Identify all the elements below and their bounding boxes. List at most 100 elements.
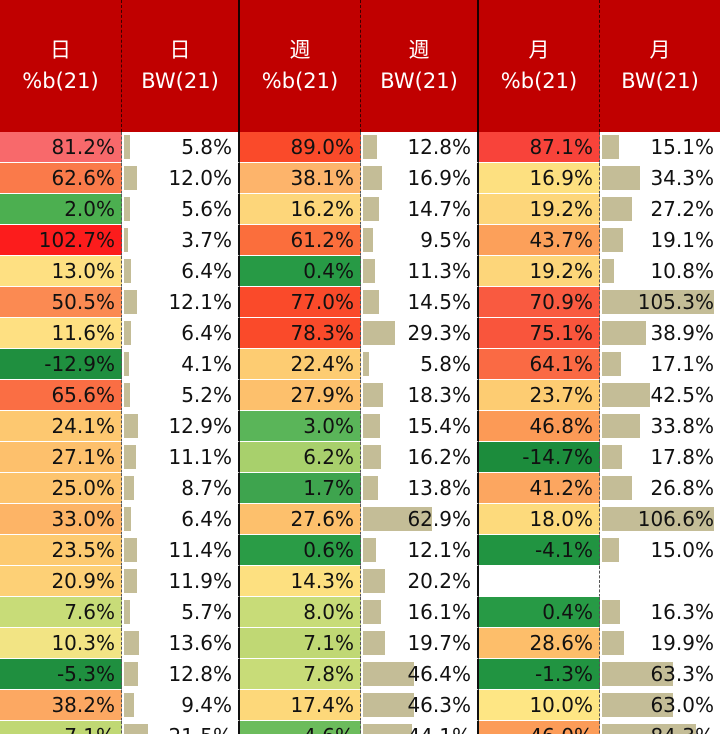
monthly-bw-cell[interactable]: 63.0% <box>600 690 720 721</box>
weekly-pctb-cell[interactable]: 8.0% <box>240 597 361 628</box>
monthly-bw-cell[interactable]: 63.3% <box>600 659 720 690</box>
daily-pctb-cell[interactable]: 102.7% <box>0 225 122 256</box>
monthly-pctb-cell[interactable]: 46.0% <box>479 721 600 734</box>
daily-bw-cell[interactable]: 12.9% <box>122 411 240 442</box>
monthly-bw-cell[interactable] <box>600 566 720 597</box>
monthly-pctb-cell[interactable]: 43.7% <box>479 225 600 256</box>
daily-pctb-cell[interactable]: 27.1% <box>0 442 122 473</box>
daily-bw-cell[interactable]: 11.4% <box>122 535 240 566</box>
monthly-pctb-cell[interactable]: 87.1% <box>479 132 600 163</box>
weekly-bw-cell[interactable]: 14.7% <box>361 194 479 225</box>
monthly-pctb-cell[interactable]: 28.6% <box>479 628 600 659</box>
weekly-bw-cell[interactable]: 16.9% <box>361 163 479 194</box>
weekly-bw-cell[interactable]: 18.3% <box>361 380 479 411</box>
weekly-pctb-cell[interactable]: 16.2% <box>240 194 361 225</box>
daily-pctb-cell[interactable]: 38.2% <box>0 690 122 721</box>
daily-pctb-cell[interactable]: 7.6% <box>0 597 122 628</box>
daily-bw-cell[interactable]: 12.0% <box>122 163 240 194</box>
weekly-pctb-cell[interactable]: 1.7% <box>240 473 361 504</box>
daily-pctb-cell[interactable]: 65.6% <box>0 380 122 411</box>
monthly-pctb-cell[interactable]: 16.9% <box>479 163 600 194</box>
header-monthly-pctb[interactable]: 月 %b(21) <box>479 0 600 132</box>
monthly-bw-cell[interactable]: 105.3% <box>600 287 720 318</box>
monthly-bw-cell[interactable]: 17.8% <box>600 442 720 473</box>
weekly-bw-cell[interactable]: 5.8% <box>361 349 479 380</box>
daily-bw-cell[interactable]: 5.8% <box>122 132 240 163</box>
monthly-pctb-cell[interactable]: 46.8% <box>479 411 600 442</box>
monthly-bw-cell[interactable]: 84.3% <box>600 721 720 734</box>
weekly-pctb-cell[interactable]: 17.4% <box>240 690 361 721</box>
monthly-bw-cell[interactable]: 15.0% <box>600 535 720 566</box>
weekly-bw-cell[interactable]: 13.8% <box>361 473 479 504</box>
header-weekly-pctb[interactable]: 週 %b(21) <box>240 0 361 132</box>
daily-pctb-cell[interactable]: 7.1% <box>0 721 122 734</box>
monthly-pctb-cell[interactable]: 19.2% <box>479 256 600 287</box>
monthly-bw-cell[interactable]: 26.8% <box>600 473 720 504</box>
monthly-bw-cell[interactable]: 38.9% <box>600 318 720 349</box>
monthly-pctb-cell[interactable]: 70.9% <box>479 287 600 318</box>
monthly-pctb-cell[interactable]: 10.0% <box>479 690 600 721</box>
monthly-bw-cell[interactable]: 106.6% <box>600 504 720 535</box>
monthly-bw-cell[interactable]: 33.8% <box>600 411 720 442</box>
weekly-bw-cell[interactable]: 14.5% <box>361 287 479 318</box>
daily-pctb-cell[interactable]: 10.3% <box>0 628 122 659</box>
daily-bw-cell[interactable]: 13.6% <box>122 628 240 659</box>
weekly-bw-cell[interactable]: 62.9% <box>361 504 479 535</box>
weekly-bw-cell[interactable]: 16.1% <box>361 597 479 628</box>
monthly-bw-cell[interactable]: 34.3% <box>600 163 720 194</box>
daily-pctb-cell[interactable]: -12.9% <box>0 349 122 380</box>
daily-bw-cell[interactable]: 21.5% <box>122 721 240 734</box>
daily-bw-cell[interactable]: 5.6% <box>122 194 240 225</box>
weekly-pctb-cell[interactable]: 4.6% <box>240 721 361 734</box>
daily-pctb-cell[interactable]: 25.0% <box>0 473 122 504</box>
monthly-pctb-cell[interactable]: -4.1% <box>479 535 600 566</box>
weekly-bw-cell[interactable]: 12.8% <box>361 132 479 163</box>
weekly-bw-cell[interactable]: 44.1% <box>361 721 479 734</box>
monthly-pctb-cell[interactable]: 64.1% <box>479 349 600 380</box>
daily-pctb-cell[interactable]: 24.1% <box>0 411 122 442</box>
daily-pctb-cell[interactable]: 13.0% <box>0 256 122 287</box>
daily-bw-cell[interactable]: 12.1% <box>122 287 240 318</box>
daily-bw-cell[interactable]: 11.1% <box>122 442 240 473</box>
weekly-bw-cell[interactable]: 46.3% <box>361 690 479 721</box>
daily-bw-cell[interactable]: 5.7% <box>122 597 240 628</box>
daily-bw-cell[interactable]: 8.7% <box>122 473 240 504</box>
weekly-pctb-cell[interactable]: 7.8% <box>240 659 361 690</box>
header-daily-bw[interactable]: 日 BW(21) <box>122 0 240 132</box>
weekly-bw-cell[interactable]: 16.2% <box>361 442 479 473</box>
daily-pctb-cell[interactable]: 2.0% <box>0 194 122 225</box>
daily-bw-cell[interactable]: 12.8% <box>122 659 240 690</box>
monthly-bw-cell[interactable]: 42.5% <box>600 380 720 411</box>
monthly-bw-cell[interactable]: 19.9% <box>600 628 720 659</box>
daily-pctb-cell[interactable]: 33.0% <box>0 504 122 535</box>
daily-bw-cell[interactable]: 5.2% <box>122 380 240 411</box>
weekly-pctb-cell[interactable]: 14.3% <box>240 566 361 597</box>
monthly-pctb-cell[interactable]: 0.4% <box>479 597 600 628</box>
weekly-pctb-cell[interactable]: 61.2% <box>240 225 361 256</box>
weekly-bw-cell[interactable]: 9.5% <box>361 225 479 256</box>
monthly-pctb-cell[interactable]: 75.1% <box>479 318 600 349</box>
weekly-pctb-cell[interactable]: 78.3% <box>240 318 361 349</box>
weekly-pctb-cell[interactable]: 27.6% <box>240 504 361 535</box>
monthly-pctb-cell[interactable]: 41.2% <box>479 473 600 504</box>
monthly-pctb-cell[interactable]: 19.2% <box>479 194 600 225</box>
monthly-bw-cell[interactable]: 16.3% <box>600 597 720 628</box>
daily-bw-cell[interactable]: 6.4% <box>122 256 240 287</box>
weekly-pctb-cell[interactable]: 38.1% <box>240 163 361 194</box>
header-daily-pctb[interactable]: 日 %b(21) <box>0 0 122 132</box>
monthly-pctb-cell[interactable]: -1.3% <box>479 659 600 690</box>
weekly-bw-cell[interactable]: 46.4% <box>361 659 479 690</box>
weekly-bw-cell[interactable]: 19.7% <box>361 628 479 659</box>
weekly-bw-cell[interactable]: 11.3% <box>361 256 479 287</box>
daily-pctb-cell[interactable]: 20.9% <box>0 566 122 597</box>
daily-pctb-cell[interactable]: 62.6% <box>0 163 122 194</box>
monthly-pctb-cell[interactable]: 18.0% <box>479 504 600 535</box>
monthly-pctb-cell[interactable]: -14.7% <box>479 442 600 473</box>
monthly-bw-cell[interactable]: 10.8% <box>600 256 720 287</box>
daily-bw-cell[interactable]: 3.7% <box>122 225 240 256</box>
daily-pctb-cell[interactable]: -5.3% <box>0 659 122 690</box>
daily-bw-cell[interactable]: 9.4% <box>122 690 240 721</box>
monthly-bw-cell[interactable]: 17.1% <box>600 349 720 380</box>
weekly-pctb-cell[interactable]: 3.0% <box>240 411 361 442</box>
weekly-bw-cell[interactable]: 29.3% <box>361 318 479 349</box>
